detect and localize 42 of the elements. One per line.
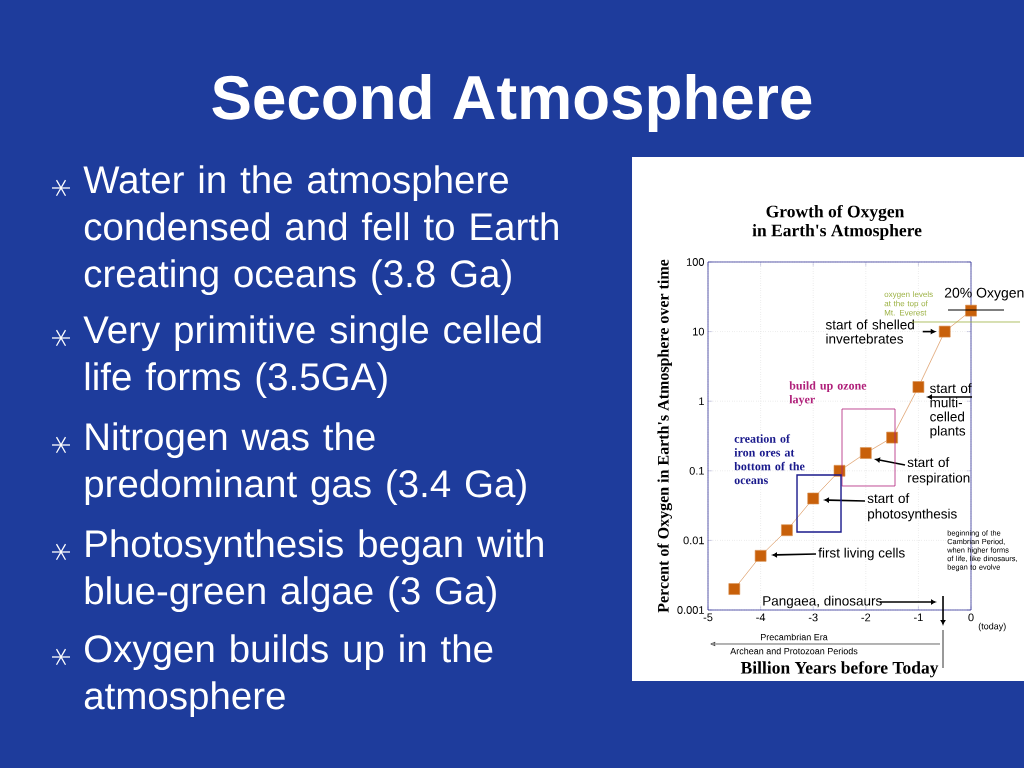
y-tick-label: 100 <box>686 258 705 266</box>
text: Water in the atmosphere condensed and fell to Earth creating oceans (3.8 Ga) <box>83 165 558 296</box>
point <box>807 492 820 505</box>
text: Nitrogen was the predominant gas (3.4 Ga) <box>85 422 526 506</box>
text: Oxygen builds up in the atmosphere <box>84 634 493 718</box>
annotation: first living cells <box>818 547 905 561</box>
point <box>728 583 741 595</box>
y-tick-label: 10 <box>693 327 705 336</box>
text: Photosynthesis began with blue-green algae (3 Ga) <box>85 529 543 613</box>
x-tick-label: -4 <box>756 613 766 622</box>
text: Archean and Protozoan Periods <box>730 647 858 655</box>
point <box>754 550 767 562</box>
x-tick-label: -2 <box>861 613 871 622</box>
annotation: start of shelled invertebrates <box>825 319 914 344</box>
text: Precambrian Era <box>760 633 828 641</box>
point <box>912 381 925 393</box>
x-tick-label: -5 <box>703 613 713 622</box>
x-axis-title: Billion Years before Today <box>740 661 939 678</box>
point <box>781 524 793 537</box>
annotation: creation of iron ores at bottom of the oceans <box>734 434 805 485</box>
text: Second Atmosphere <box>212 74 812 132</box>
text: Very primitive single celled life forms (3.5GA) <box>83 315 541 399</box>
y-axis-title: Percent of Oxygen in Earth's Atmosphere over time <box>657 259 673 613</box>
chart-title: Growth of Oxygen <box>766 204 905 222</box>
x-tick-label: -1 <box>914 613 923 622</box>
x-tick-label: -3 <box>808 613 818 622</box>
annotation: Pangaea, dinosaurs <box>763 595 882 609</box>
point <box>860 447 872 459</box>
point <box>938 325 951 338</box>
y-tick-label: 0.01 <box>683 536 704 545</box>
y-tick-label: 1 <box>699 397 704 405</box>
annotation: build up ozone layer <box>789 381 867 406</box>
annotation: start of photosynthesis <box>867 493 957 522</box>
annotation: oxygen levels at the top of Mt. Everest <box>884 291 933 316</box>
y-tick-label: 0.001 <box>677 606 704 614</box>
text: (today) <box>978 622 1006 632</box>
annotation: start of respiration <box>907 457 970 486</box>
annotation: start of multi-celled plants <box>929 383 972 439</box>
annotation: 20% Oxygen <box>944 287 1024 301</box>
x-tick-label: 0 <box>968 613 974 622</box>
chart-subtitle: in Earth's Atmosphere <box>752 224 922 240</box>
y-tick-label: 0.1 <box>689 466 704 475</box>
